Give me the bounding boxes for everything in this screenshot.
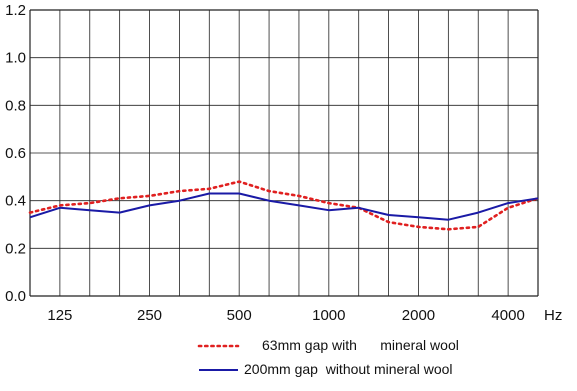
x-tick-label: 2000 — [402, 307, 435, 324]
y-tick-label: 0.4 — [5, 193, 26, 210]
y-tick-label: 0.2 — [5, 240, 26, 257]
plot-grid — [29, 9, 539, 297]
series-line-1 — [28, 180, 540, 231]
y-tick-label: 1.0 — [5, 50, 26, 67]
y-tick-label: 0.8 — [5, 97, 26, 114]
x-unit-label: Hz — [544, 307, 562, 324]
legend: 63mm gap with mineral wool 200mm gap with… — [197, 337, 459, 377]
y-tick-label: 1.2 — [5, 2, 26, 19]
legend-label-1: 63mm gap with mineral wool — [262, 337, 459, 353]
x-tick-label: 1000 — [312, 307, 345, 324]
x-tick-label: 500 — [227, 307, 252, 324]
x-tick-label: 125 — [47, 307, 72, 324]
x-axis-ticks: 125 250 500 1000 2000 4000 — [47, 307, 524, 324]
y-tick-label: 0.6 — [5, 145, 26, 162]
legend-label-2: 200mm gap without mineral wool — [244, 361, 453, 377]
series-line-2 — [29, 192, 539, 221]
x-tick-label: 250 — [137, 307, 162, 324]
y-tick-label: 0.0 — [5, 288, 26, 305]
x-tick-label: 4000 — [491, 307, 524, 324]
series-layer — [28, 180, 540, 231]
y-axis-ticks: 0.0 0.2 0.4 0.6 0.8 1.0 1.2 — [5, 2, 26, 305]
